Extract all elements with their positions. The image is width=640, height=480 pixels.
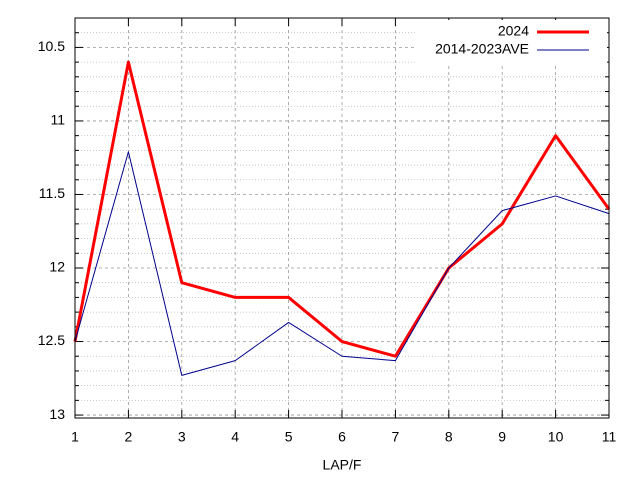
y-tick-label: 13 — [49, 406, 65, 422]
x-axis-label: LAP/F — [323, 457, 362, 473]
legend-label: 2024 — [498, 23, 529, 39]
x-tick-label: 8 — [445, 429, 453, 445]
legend-box — [415, 20, 607, 64]
x-tick-label: 6 — [338, 429, 346, 445]
y-tick-label: 11 — [50, 112, 65, 128]
x-tick-label: 11 — [602, 429, 617, 445]
x-tick-label: 10 — [548, 429, 564, 445]
legend-label: 2014-2023AVE — [435, 41, 529, 57]
y-tick-label: 10.5 — [38, 38, 65, 54]
line — [73, 60, 611, 358]
y-tick-label: 12.5 — [38, 332, 65, 348]
y-tick-label: 11.5 — [39, 185, 65, 201]
x-tick-label: 4 — [231, 429, 239, 445]
x-tick-label: 2 — [125, 429, 133, 445]
x-tick-label: 3 — [178, 429, 186, 445]
x-tick-label: 1 — [71, 429, 79, 445]
line — [74, 151, 610, 376]
plot-frame — [74, 17, 610, 419]
x-tick-label: 5 — [285, 429, 293, 445]
y-tick-label: 12 — [49, 259, 65, 275]
x-tick-label: 9 — [498, 429, 506, 445]
x-tick-label: 7 — [392, 429, 400, 445]
